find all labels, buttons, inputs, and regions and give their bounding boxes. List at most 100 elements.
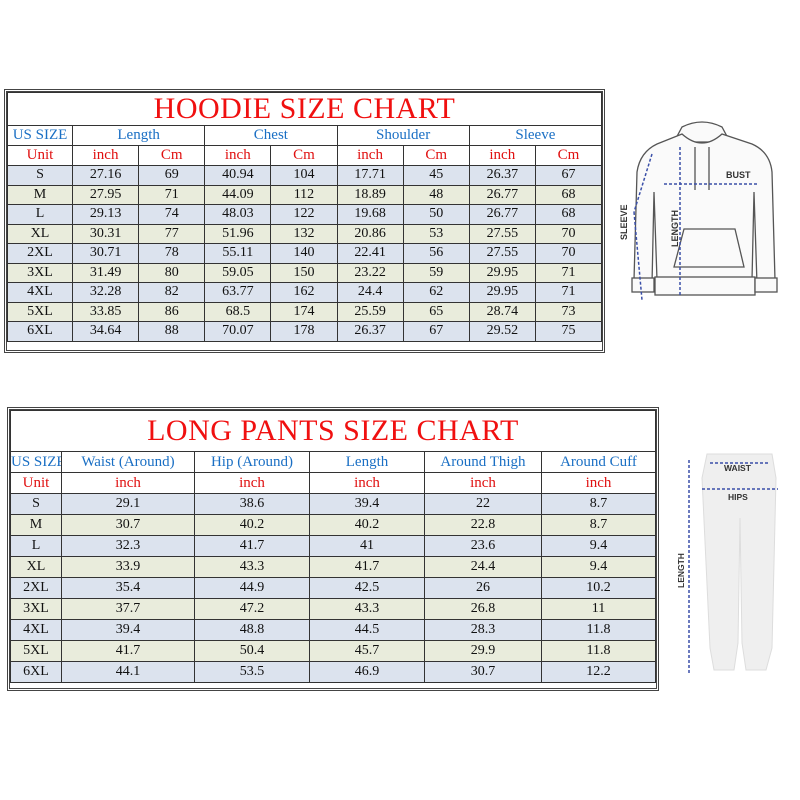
length-label: LENGTH	[676, 553, 686, 588]
measurement-cell: 78	[138, 243, 206, 264]
unit-cell: Cm	[534, 145, 603, 166]
size-header: US SIZE	[10, 451, 62, 473]
measurement-cell: 8.7	[541, 514, 656, 536]
unit-label: Unit	[10, 472, 62, 494]
measurement-cell: 27.16	[71, 165, 140, 186]
measurement-cell: 26.37	[468, 165, 536, 186]
measurement-cell: 59	[402, 262, 470, 283]
measurement-cell: 27.55	[468, 243, 536, 264]
measurement-cell: 17.71	[336, 165, 404, 186]
unit-cell: inch	[204, 145, 272, 166]
measurement-cell: 32.28	[71, 282, 140, 303]
measurement-cell: 40.2	[309, 514, 425, 536]
size-cell: 2XL	[7, 243, 73, 264]
hoodie-header-row: US SIZE Length Chest Shoulder Sleeve	[7, 125, 603, 146]
measurement-cell: 34.64	[71, 321, 140, 342]
column-header-shoulder: Shoulder	[336, 125, 470, 146]
measurement-cell: 104	[270, 165, 338, 186]
table-row: XL 33.9 43.3 41.7 24.4 9.4	[10, 556, 656, 578]
measurement-cell: 24.4	[336, 282, 404, 303]
measurement-cell: 41.7	[194, 535, 310, 557]
size-cell: 5XL	[7, 301, 73, 322]
table-row: S 29.1 38.6 39.4 22 8.7	[10, 493, 656, 515]
measurement-cell: 8.7	[541, 493, 656, 515]
hips-label: HIPS	[728, 492, 748, 502]
pants-header-row: US SIZE Waist (Around) Hip (Around) Leng…	[10, 451, 656, 473]
size-cell: 2XL	[10, 577, 62, 599]
measurement-cell: 44.09	[204, 184, 272, 205]
measurement-cell: 20.86	[336, 223, 404, 244]
measurement-cell: 29.13	[71, 204, 140, 225]
table-row: 5XL 41.7 50.4 45.7 29.9 11.8	[10, 640, 656, 662]
column-header-length: Length	[71, 125, 206, 146]
table-row: 4XL 39.4 48.8 44.5 28.3 11.8	[10, 619, 656, 641]
column-header-chest: Chest	[204, 125, 338, 146]
measurement-cell: 41	[309, 535, 425, 557]
measurement-cell: 9.4	[541, 535, 656, 557]
measurement-cell: 44.5	[309, 619, 425, 641]
size-cell: L	[7, 204, 73, 225]
table-row: M 27.95 71 44.09 112 18.89 48 26.77 68	[7, 184, 603, 205]
unit-cell: inch	[541, 472, 656, 494]
hoodie-measurement-diagram: BUST LENGTH SLEEVE	[619, 121, 778, 301]
pants-icon	[701, 453, 777, 671]
measurement-cell: 26.8	[424, 598, 542, 620]
measurement-cell: 62	[402, 282, 470, 303]
size-cell: 6XL	[10, 661, 62, 683]
table-row: 6XL 44.1 53.5 46.9 30.7 12.2	[10, 661, 656, 683]
measurement-cell: 26	[424, 577, 542, 599]
measurement-cell: 122	[270, 204, 338, 225]
measurement-cell: 29.95	[468, 262, 536, 283]
measurement-cell: 70	[534, 223, 603, 244]
bust-label: BUST	[726, 170, 751, 180]
measurement-cell: 11.8	[541, 619, 656, 641]
size-cell: 4XL	[7, 282, 73, 303]
measurement-cell: 50.4	[194, 640, 310, 662]
unit-cell: Cm	[270, 145, 338, 166]
unit-cell: Cm	[138, 145, 206, 166]
measurement-cell: 30.71	[71, 243, 140, 264]
measurement-cell: 30.7	[61, 514, 195, 536]
measurement-cell: 40.94	[204, 165, 272, 186]
measurement-cell: 65	[402, 301, 470, 322]
measurement-cell: 68.5	[204, 301, 272, 322]
table-row: 2XL 30.71 78 55.11 140 22.41 56 27.55 70	[7, 243, 603, 264]
measurement-cell: 39.4	[61, 619, 195, 641]
table-row: L 29.13 74 48.03 122 19.68 50 26.77 68	[7, 204, 603, 225]
size-cell: S	[7, 165, 73, 186]
table-row: XL 30.31 77 51.96 132 20.86 53 27.55 70	[7, 223, 603, 244]
unit-cell: inch	[468, 145, 536, 166]
measurement-cell: 71	[534, 262, 603, 283]
measurement-cell: 11.8	[541, 640, 656, 662]
measurement-cell: 162	[270, 282, 338, 303]
table-row: 2XL 35.4 44.9 42.5 26 10.2	[10, 577, 656, 599]
measurement-cell: 18.89	[336, 184, 404, 205]
measurement-cell: 23.22	[336, 262, 404, 283]
measurement-cell: 86	[138, 301, 206, 322]
measurement-cell: 33.85	[71, 301, 140, 322]
measurement-cell: 48	[402, 184, 470, 205]
measurement-cell: 23.6	[424, 535, 542, 557]
measurement-cell: 38.6	[194, 493, 310, 515]
hoodie-chart-title: HOODIE SIZE CHART	[153, 92, 456, 125]
measurement-cell: 29.95	[468, 282, 536, 303]
measurement-cell: 56	[402, 243, 470, 264]
unit-cell: inch	[424, 472, 542, 494]
measurement-cell: 27.55	[468, 223, 536, 244]
unit-cell: inch	[61, 472, 195, 494]
column-header-sleeve: Sleeve	[468, 125, 603, 146]
hoodie-size-chart: HOODIE SIZE CHART US SIZE Length Chest S…	[4, 89, 605, 353]
measurement-cell: 22	[424, 493, 542, 515]
measurement-cell: 70	[534, 243, 603, 264]
hoodie-unit-row: Unit inch Cm inch Cm inch Cm inch Cm	[7, 145, 603, 166]
size-cell: 5XL	[10, 640, 62, 662]
measurement-cell: 40.2	[194, 514, 310, 536]
pocket-icon	[673, 228, 745, 268]
column-header-cuff: Around Cuff	[541, 451, 656, 473]
measurement-cell: 69	[138, 165, 206, 186]
measurement-cell: 68	[534, 204, 603, 225]
table-row: 3XL 31.49 80 59.05 150 23.22 59 29.95 71	[7, 262, 603, 283]
measurement-cell: 140	[270, 243, 338, 264]
measurement-cell: 25.59	[336, 301, 404, 322]
size-cell: XL	[7, 223, 73, 244]
